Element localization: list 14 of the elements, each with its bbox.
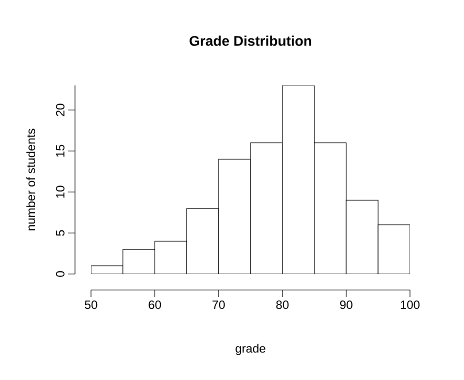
y-tick-label: 15 — [56, 144, 64, 157]
x-tick-label: 70 — [212, 300, 225, 310]
y-axis-title: number of students — [26, 128, 36, 230]
y-tick-label: 0 — [56, 271, 64, 277]
y-tick-label: 10 — [56, 186, 64, 198]
y-tick-label: 5 — [56, 230, 64, 236]
chart-title: Grade Distribution — [190, 36, 312, 46]
x-tick-label: 50 — [84, 300, 98, 310]
x-tick-label: 90 — [340, 300, 352, 310]
y-tick-label: 20 — [56, 104, 64, 116]
x-tick-label: 60 — [148, 300, 162, 310]
x-axis-title: grade — [236, 344, 266, 356]
x-tick-label: 100 — [400, 300, 420, 310]
x-tick-label: 80 — [276, 300, 289, 310]
